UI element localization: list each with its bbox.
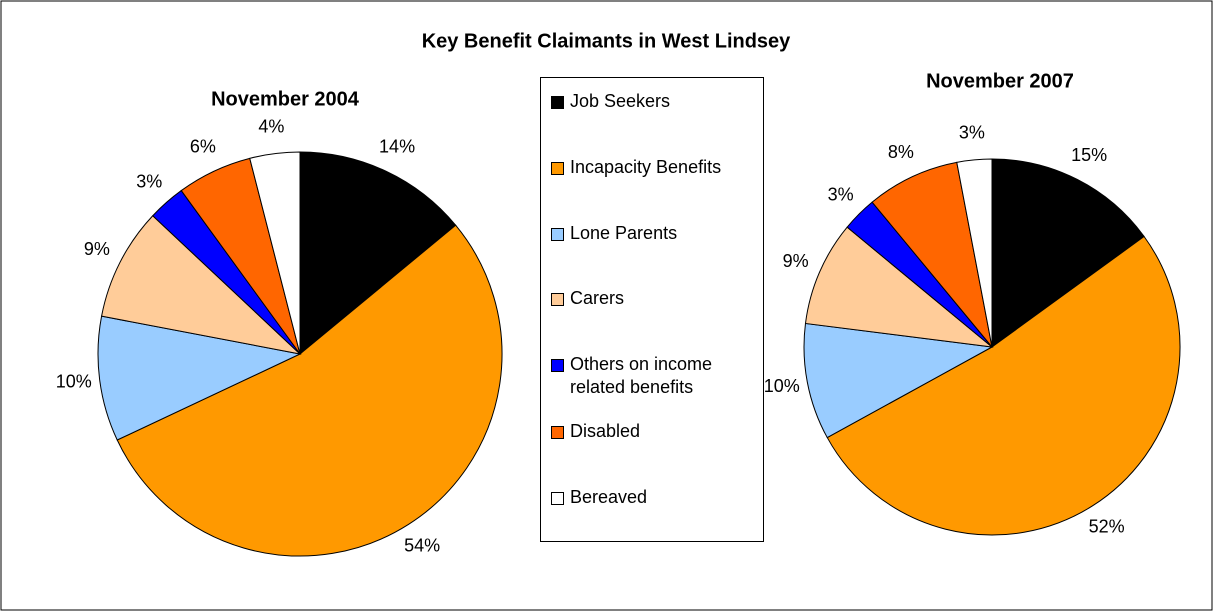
legend-label: Carers xyxy=(570,288,625,308)
pie-slice xyxy=(991,158,1145,348)
data-label: 3% xyxy=(828,184,854,204)
pie-slice xyxy=(116,224,503,557)
data-label: 14% xyxy=(379,136,415,156)
pie-title: November 2004 xyxy=(211,88,360,110)
data-label: 3% xyxy=(959,123,985,143)
pie-title: November 2007 xyxy=(926,70,1074,92)
legend-item: Incapacity Benefits xyxy=(551,156,761,179)
legend-swatch xyxy=(551,492,564,505)
pie-slice xyxy=(100,215,302,355)
data-label: 3% xyxy=(136,172,162,192)
chart-title: Key Benefit Claimants in West Lindsey xyxy=(422,30,791,52)
legend-swatch xyxy=(551,293,564,306)
legend-label: Others on income related benefits xyxy=(570,354,713,397)
data-label: 6% xyxy=(190,136,216,156)
legend-swatch xyxy=(551,228,564,241)
data-label: 15% xyxy=(1071,145,1107,165)
legend-swatch xyxy=(551,96,564,109)
legend-label: Incapacity Benefits xyxy=(570,157,722,177)
legend-item: Carers xyxy=(551,287,761,310)
legend-item: Job Seekers xyxy=(551,90,761,113)
pie-slice xyxy=(826,235,1181,536)
legend-label: Bereaved xyxy=(570,487,648,507)
legend-swatch xyxy=(551,359,564,372)
legend-item: Others on income related benefits xyxy=(551,353,761,399)
pie-slice xyxy=(249,151,301,355)
pie-slice xyxy=(956,158,993,348)
legend-label: Job Seekers xyxy=(570,91,671,111)
data-label: 52% xyxy=(1089,516,1125,536)
data-label: 10% xyxy=(764,376,800,396)
legend-swatch xyxy=(551,162,564,175)
legend-item: Bereaved xyxy=(551,486,761,509)
data-label: 9% xyxy=(783,251,809,271)
legend-label: Disabled xyxy=(570,421,641,441)
pie-slice xyxy=(871,161,993,348)
pie-slice xyxy=(803,322,994,439)
data-label: 4% xyxy=(258,117,284,137)
pie-slice xyxy=(97,315,302,441)
data-label: 8% xyxy=(888,142,914,162)
data-label: 9% xyxy=(84,239,110,259)
pie-slice xyxy=(804,226,994,348)
pie-slice xyxy=(299,151,457,356)
legend-label: Lone Parents xyxy=(570,223,678,243)
legend: Job Seekers Incapacity Benefits Lone Paren… xyxy=(540,77,764,542)
data-label: 10% xyxy=(56,371,92,391)
data-label: 54% xyxy=(404,535,440,555)
legend-swatch xyxy=(551,426,564,439)
legend-item: Lone Parents xyxy=(551,222,761,245)
legend-item: Disabled xyxy=(551,420,761,443)
